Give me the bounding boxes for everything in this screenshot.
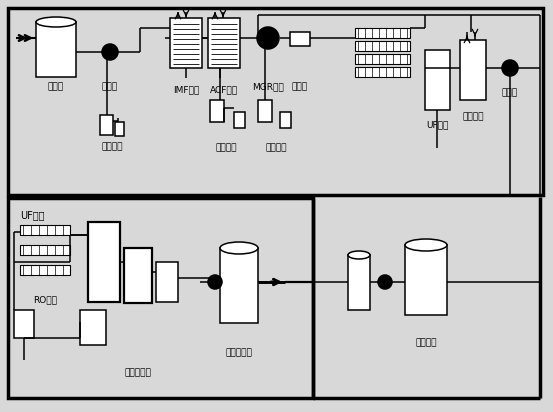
Text: 高压泵: 高压泵 bbox=[292, 82, 308, 91]
Circle shape bbox=[208, 275, 222, 289]
Text: 氧化系统: 氧化系统 bbox=[215, 143, 237, 152]
Text: MGR系统: MGR系统 bbox=[252, 82, 284, 91]
Text: 高压泵: 高压泵 bbox=[502, 88, 518, 97]
Bar bbox=[88, 222, 120, 302]
Bar bbox=[280, 112, 291, 128]
Bar bbox=[20, 245, 70, 255]
Circle shape bbox=[102, 44, 118, 60]
Bar bbox=[14, 310, 34, 338]
Text: 软化系统: 软化系统 bbox=[101, 142, 123, 151]
Bar bbox=[355, 41, 410, 51]
Bar bbox=[208, 18, 240, 68]
Text: 原水箱: 原水箱 bbox=[48, 82, 64, 91]
Ellipse shape bbox=[348, 251, 370, 259]
Bar bbox=[100, 115, 113, 135]
Text: RO系统: RO系统 bbox=[33, 295, 57, 304]
Bar bbox=[8, 8, 543, 195]
Bar bbox=[80, 310, 106, 345]
Bar bbox=[355, 67, 410, 77]
Bar bbox=[355, 54, 410, 64]
Bar bbox=[20, 225, 70, 235]
Bar bbox=[36, 22, 76, 77]
Bar bbox=[460, 40, 486, 100]
Text: UF系统: UF系统 bbox=[426, 120, 448, 129]
Bar bbox=[220, 248, 258, 323]
Bar bbox=[355, 28, 410, 38]
Bar bbox=[20, 265, 70, 275]
Ellipse shape bbox=[36, 17, 76, 27]
Text: 清洗系统: 清洗系统 bbox=[415, 338, 437, 347]
Bar bbox=[115, 122, 124, 136]
Bar bbox=[8, 198, 313, 398]
Bar bbox=[258, 100, 272, 122]
Circle shape bbox=[378, 275, 392, 289]
Bar bbox=[290, 32, 310, 46]
Text: UF系统: UF系统 bbox=[20, 210, 44, 220]
Bar bbox=[405, 245, 447, 315]
Text: 纯水箱系统: 纯水箱系统 bbox=[226, 348, 252, 357]
Text: 稳压系统: 稳压系统 bbox=[462, 112, 484, 121]
Text: IMF系统: IMF系统 bbox=[173, 85, 199, 94]
Circle shape bbox=[257, 27, 279, 49]
Bar bbox=[234, 112, 245, 128]
Ellipse shape bbox=[220, 242, 258, 254]
Text: 原水泵: 原水泵 bbox=[102, 82, 118, 91]
Bar bbox=[156, 262, 178, 302]
Bar bbox=[348, 255, 370, 310]
Bar bbox=[210, 100, 224, 122]
Text: 阻垢系统: 阻垢系统 bbox=[265, 143, 287, 152]
Text: 强氧化系统: 强氧化系统 bbox=[124, 368, 152, 377]
Circle shape bbox=[502, 60, 518, 76]
Bar bbox=[170, 18, 202, 68]
Bar bbox=[425, 50, 450, 110]
Bar bbox=[124, 248, 152, 303]
Ellipse shape bbox=[405, 239, 447, 251]
Text: ACF系统: ACF系统 bbox=[210, 85, 238, 94]
